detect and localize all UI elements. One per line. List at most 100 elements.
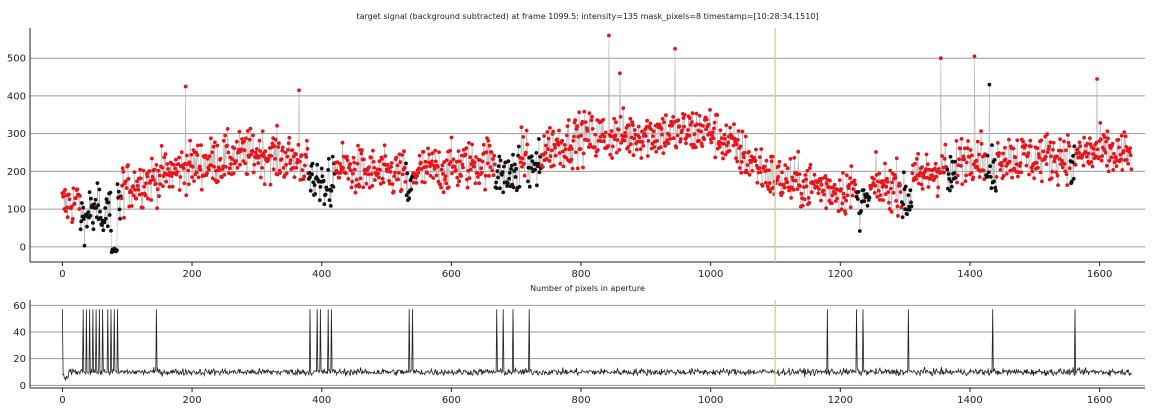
signal-point xyxy=(269,154,274,158)
flagged-point xyxy=(988,164,992,169)
signal-point xyxy=(569,157,574,162)
signal-point xyxy=(979,129,983,134)
signal-point xyxy=(872,177,876,181)
signal-point xyxy=(926,185,931,189)
signal-point xyxy=(1112,160,1117,165)
flagged-point xyxy=(103,216,108,221)
flagged-point xyxy=(95,181,100,186)
signal-point xyxy=(757,166,762,171)
signal-point xyxy=(830,201,834,206)
signal-point xyxy=(709,140,714,145)
signal-point xyxy=(124,186,129,190)
signal-point xyxy=(841,191,846,196)
signal-point xyxy=(221,138,226,143)
signal-point xyxy=(266,157,271,162)
flagged-point xyxy=(526,179,530,184)
signal-xtick-label: 600 xyxy=(442,269,461,280)
signal-point xyxy=(561,149,565,154)
signal-point xyxy=(77,207,82,211)
pixels-xtick-label: 200 xyxy=(183,395,202,406)
signal-point xyxy=(291,166,296,170)
signal-point xyxy=(737,166,742,170)
signal-point xyxy=(626,145,631,149)
signal-point xyxy=(71,186,76,191)
signal-point xyxy=(432,166,437,171)
signal-point xyxy=(916,152,920,156)
flagged-point xyxy=(109,228,113,233)
signal-point xyxy=(849,164,854,169)
signal-point xyxy=(288,161,292,166)
signal-point xyxy=(174,157,178,162)
flagged-point xyxy=(948,188,952,193)
signal-point xyxy=(1051,140,1056,145)
signal-point xyxy=(377,159,382,164)
signal-point xyxy=(283,150,288,155)
signal-point xyxy=(608,152,613,157)
signal-point xyxy=(1105,129,1110,134)
flagged-point xyxy=(855,197,860,201)
signal-point xyxy=(1003,157,1008,162)
signal-point xyxy=(199,187,204,192)
signal-point xyxy=(891,190,896,195)
signal-point xyxy=(380,176,385,181)
signal-point xyxy=(1089,160,1094,164)
signal-point xyxy=(1077,140,1082,145)
signal-point xyxy=(154,163,159,167)
signal-point xyxy=(686,128,690,132)
signal-point xyxy=(812,172,817,177)
signal-point xyxy=(205,157,210,161)
signal-point xyxy=(468,167,473,172)
signal-point xyxy=(192,179,196,184)
signal-point xyxy=(177,155,182,160)
signal-point xyxy=(1040,179,1044,184)
signal-point xyxy=(280,145,285,150)
signal-point xyxy=(402,149,406,154)
signal-point xyxy=(898,183,902,188)
signal-point xyxy=(800,203,805,208)
signal-point xyxy=(1064,148,1068,153)
signal-point xyxy=(183,84,188,89)
signal-point xyxy=(682,124,686,129)
signal-point xyxy=(1113,155,1118,160)
signal-point xyxy=(942,170,946,175)
signal-point xyxy=(475,171,480,175)
signal-point xyxy=(768,189,773,194)
signal-point xyxy=(711,136,716,141)
signal-point xyxy=(153,181,158,186)
signal-point xyxy=(492,162,497,167)
signal-point xyxy=(394,155,399,160)
signal-point xyxy=(417,153,422,158)
signal-point xyxy=(959,137,964,141)
signal-point xyxy=(1049,176,1054,181)
signal-point xyxy=(446,185,451,190)
signal-point xyxy=(132,170,137,175)
flagged-point xyxy=(1071,176,1076,181)
flagged-point xyxy=(78,227,83,232)
flagged-point xyxy=(906,193,911,198)
signal-point xyxy=(616,127,621,132)
signal-point xyxy=(304,138,309,143)
signal-point xyxy=(738,144,743,149)
signal-point xyxy=(281,166,286,170)
signal-point xyxy=(853,182,858,187)
signal-point xyxy=(275,123,279,128)
signal-point xyxy=(196,175,201,180)
signal-point xyxy=(388,170,393,174)
signal-point xyxy=(273,157,277,161)
signal-point xyxy=(1109,155,1114,160)
signal-point xyxy=(914,157,919,161)
signal-point xyxy=(747,172,752,177)
signal-point xyxy=(654,149,659,154)
signal-point xyxy=(586,138,590,143)
signal-point xyxy=(1100,154,1105,158)
signal-point xyxy=(676,118,681,123)
flagged-point xyxy=(992,179,996,184)
signal-point xyxy=(573,150,578,155)
signal-point xyxy=(609,129,614,133)
signal-point xyxy=(750,169,755,173)
flagged-point xyxy=(494,186,499,191)
signal-point xyxy=(1018,161,1023,165)
signal-point xyxy=(736,138,740,142)
signal-point xyxy=(178,175,183,179)
signal-point xyxy=(347,165,351,170)
